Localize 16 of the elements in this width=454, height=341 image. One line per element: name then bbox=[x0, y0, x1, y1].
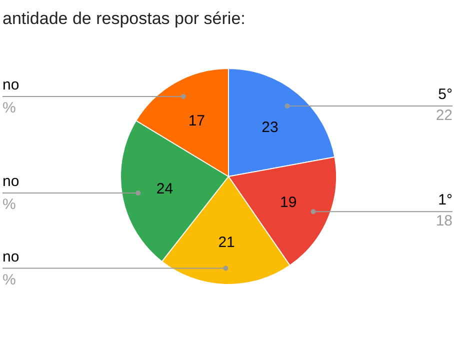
chart-title: antidade de respostas por série: bbox=[2, 9, 246, 28]
data-label: 19 bbox=[280, 194, 297, 211]
text: % bbox=[2, 271, 16, 288]
text: 18 bbox=[436, 212, 453, 230]
data-label: 21 bbox=[218, 234, 235, 251]
text: 22 bbox=[436, 106, 453, 124]
text: % bbox=[2, 196, 16, 214]
data-label: 24 bbox=[156, 180, 174, 198]
slice-label: 1° bbox=[438, 192, 453, 209]
slice-label: no bbox=[2, 76, 20, 94]
data-label: 17 bbox=[188, 112, 206, 130]
data-label: 23 bbox=[262, 119, 278, 136]
slice-label: no bbox=[2, 173, 20, 190]
slice-label: 5° bbox=[438, 86, 453, 103]
slice-label: no bbox=[2, 248, 20, 266]
text: % bbox=[2, 100, 16, 117]
